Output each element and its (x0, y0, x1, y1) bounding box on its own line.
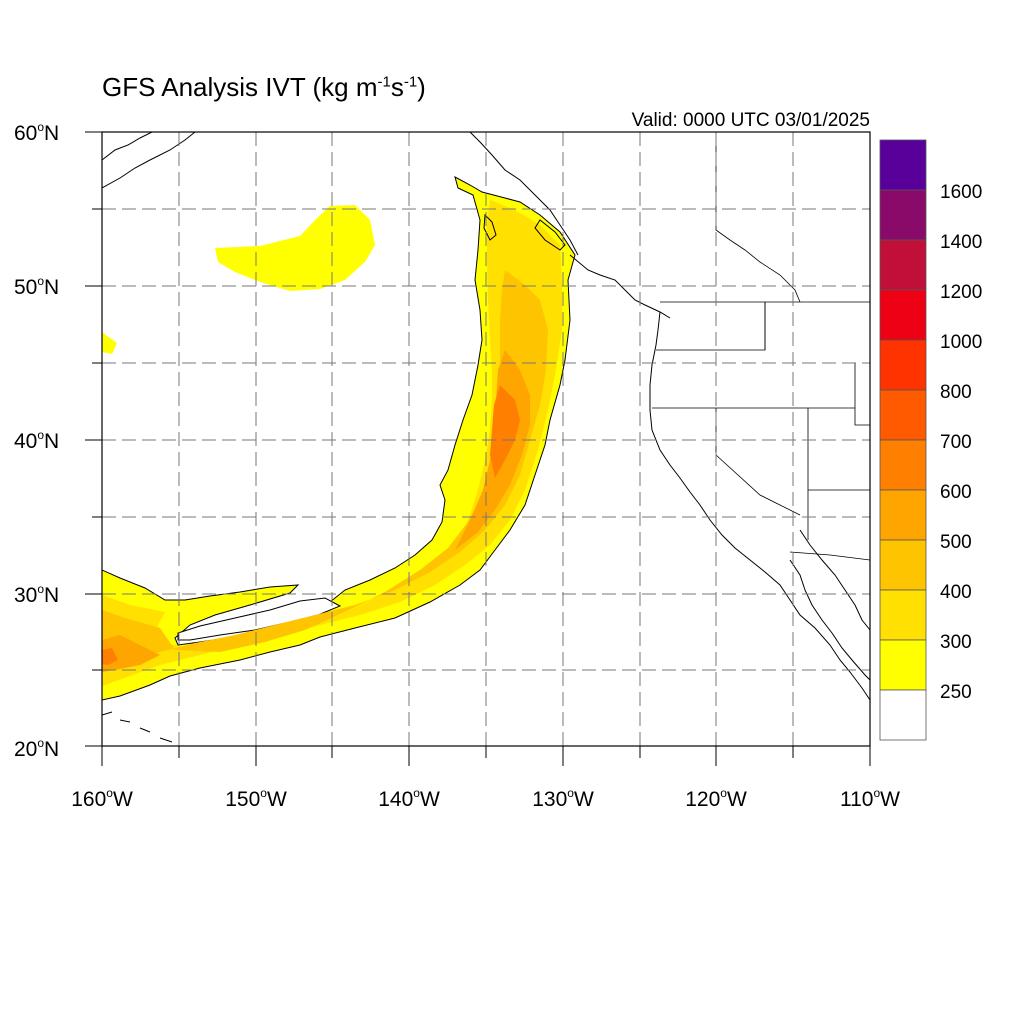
colorbar-label: 800 (940, 382, 972, 403)
lon-label-120: 120oW (685, 786, 747, 811)
ivt-river-600 (490, 385, 520, 478)
ivt-river-300 (102, 200, 562, 686)
lon-label-160: 160oW (71, 786, 133, 811)
ticks (85, 131, 871, 766)
colorbar: 1600 1400 1200 1000 800 700 600 500 400 … (879, 139, 982, 741)
lat-label-40: 40oN (14, 428, 59, 453)
colorbar-label: 700 (940, 432, 972, 453)
colorbar-boxes (879, 139, 927, 741)
colorbar-swatch (879, 139, 927, 191)
colorbar-label: 1000 (940, 332, 982, 353)
vancouver-island (534, 219, 566, 251)
ivt-river-400 (102, 270, 548, 668)
colorbar-label: 250 (940, 682, 972, 703)
lon-label-130: 130oW (532, 786, 594, 811)
alaska-peninsula (102, 132, 153, 161)
colorbar-swatch (879, 289, 927, 341)
colorbar-swatch (879, 239, 927, 291)
valid-time: Valid: 0000 UTC 03/01/2025 (631, 110, 870, 131)
baja-peninsula (789, 559, 870, 681)
ivt-shading (102, 176, 576, 701)
colorbar-swatch (879, 589, 927, 641)
border-id-mt (854, 363, 870, 426)
graticule (102, 132, 870, 746)
lon-label-110: 110oW (840, 786, 900, 811)
alaska-coast (102, 132, 196, 189)
colorbar-label: 600 (940, 482, 972, 503)
ivt-blob-small (102, 332, 117, 354)
colorbar-swatch (879, 439, 927, 491)
map-title: GFS Analysis IVT (kg m-1s-1) (102, 72, 426, 102)
border-nv-ut (807, 408, 870, 491)
plot-area (102, 132, 870, 746)
lat-label-30: 30oN (14, 582, 59, 607)
colorbar-swatch (879, 489, 927, 541)
us-west-coast (649, 311, 870, 701)
bc-coast (569, 254, 671, 319)
coastlines (102, 132, 870, 743)
ivt-tail-500 (102, 635, 160, 672)
lat-label-60: 60oN (14, 120, 59, 145)
colorbar-label: 500 (940, 532, 972, 553)
lat-label-20: 20oN (14, 736, 59, 761)
border-alaska-canada (715, 132, 801, 303)
colorbar-swatch (879, 339, 927, 391)
borders (652, 132, 870, 561)
border-nv (715, 408, 801, 516)
lon-labels: 160oW 150oW 140oW 130oW 120oW 110oW (71, 786, 900, 811)
colorbar-swatch (879, 389, 927, 441)
colorbar-swatch (879, 689, 927, 741)
lon-label-140: 140oW (378, 786, 440, 811)
hawaii-islands (102, 711, 173, 743)
colorbar-swatch (879, 539, 927, 591)
lat-labels: 60oN 50oN 40oN 30oN 20oN (14, 120, 59, 761)
colorbar-label: 1400 (940, 232, 982, 253)
queen-charlotte (483, 213, 497, 241)
colorbar-label: 1200 (940, 282, 982, 303)
lat-label-50: 50oN (14, 274, 59, 299)
border-mx-us (789, 551, 870, 561)
gulf-of-california (799, 529, 870, 631)
colorbar-swatch (879, 639, 927, 691)
border-or-wa (656, 302, 766, 351)
colorbar-swatch (879, 189, 927, 241)
ivt-gap (177, 597, 342, 641)
colorbar-label: 400 (940, 582, 972, 603)
lon-label-150: 150oW (225, 786, 287, 811)
alaska-panhandle (469, 132, 579, 256)
colorbar-label: 1600 (940, 182, 982, 203)
ivt-tail-600 (102, 648, 118, 665)
ivt-blob-north-pacific (215, 205, 375, 291)
colorbar-label: 300 (940, 632, 972, 653)
colorbar-labels: 1600 1400 1200 1000 800 700 600 500 400 … (940, 182, 982, 703)
